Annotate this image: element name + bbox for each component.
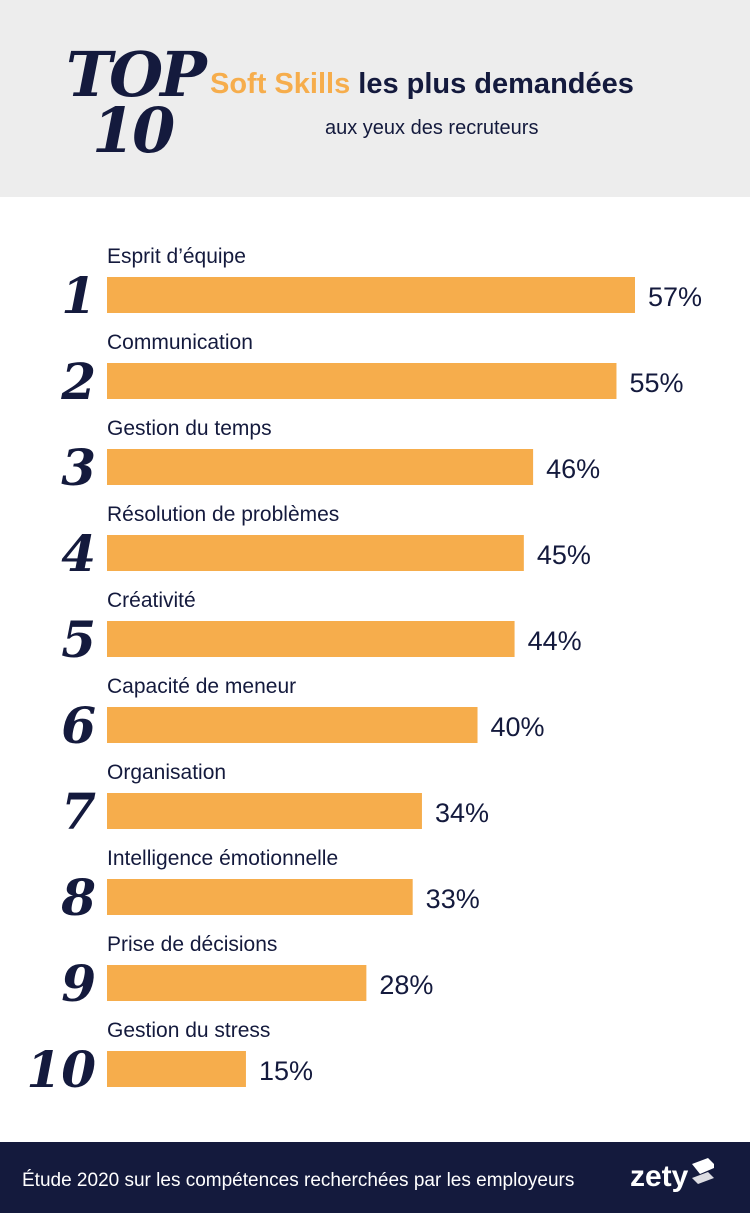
category-label: Organisation [107,761,226,784]
value-label: 45% [537,540,591,570]
category-label: Communication [107,331,253,354]
footer-source-text: Étude 2020 sur les compétences recherché… [22,1170,575,1191]
rank-number: 2 [60,352,96,411]
bar [107,793,422,829]
rank-number: 1 [61,266,96,325]
rank-number: 8 [60,868,96,927]
top-heading-number: 10 [92,94,175,167]
bar [107,277,635,313]
value-label: 46% [546,454,600,484]
value-label: 33% [426,884,480,914]
value-label: 28% [379,970,433,1000]
category-label: Esprit d’équipe [107,245,246,268]
rank-number: 5 [61,610,96,669]
rank-number: 7 [61,782,96,841]
category-label: Gestion du stress [107,1019,270,1042]
bar [107,879,413,915]
page-subtitle: aux yeux des recruteurs [325,117,539,139]
rank-number: 9 [61,954,96,1013]
top-heading-word: TOP [66,38,207,111]
category-label: Intelligence émotionnelle [107,847,338,870]
bar [107,535,524,571]
rank-number: 4 [61,524,96,583]
category-label: Gestion du temps [107,417,272,440]
category-label: Prise de décisions [107,933,277,956]
bar [107,363,617,399]
bar-chart: Esprit d’équipe 1 57% Communication 2 55% Gest… [26,245,702,1099]
value-label: 55% [629,368,683,398]
bar [107,449,534,485]
bar [107,965,367,1001]
footer: Étude 2020 sur les compétences recherché… [0,1142,750,1213]
page-title: Soft Skills les plus demandées [210,70,634,99]
header: TOP 10 Soft Skills les plus demandées au… [0,0,750,197]
rank-number: 10 [26,1040,96,1099]
bar [107,621,515,657]
value-label: 34% [435,798,489,828]
rank-number: 6 [61,696,96,755]
zety-arrow-icon [692,1158,714,1184]
value-label: 44% [528,626,582,656]
value-label: 40% [491,712,545,742]
value-label: 15% [259,1056,313,1086]
category-label: Résolution de problèmes [107,503,339,526]
category-label: Créativité [107,589,196,612]
title-accent: Soft Skills [210,68,351,100]
category-label: Capacité de meneur [107,675,296,698]
bar [107,1051,246,1087]
title-rest: les plus demandées [358,68,634,100]
zety-logo: zety [630,1160,689,1193]
bar [107,707,478,743]
value-label: 57% [648,282,702,312]
rank-number: 3 [61,438,96,497]
